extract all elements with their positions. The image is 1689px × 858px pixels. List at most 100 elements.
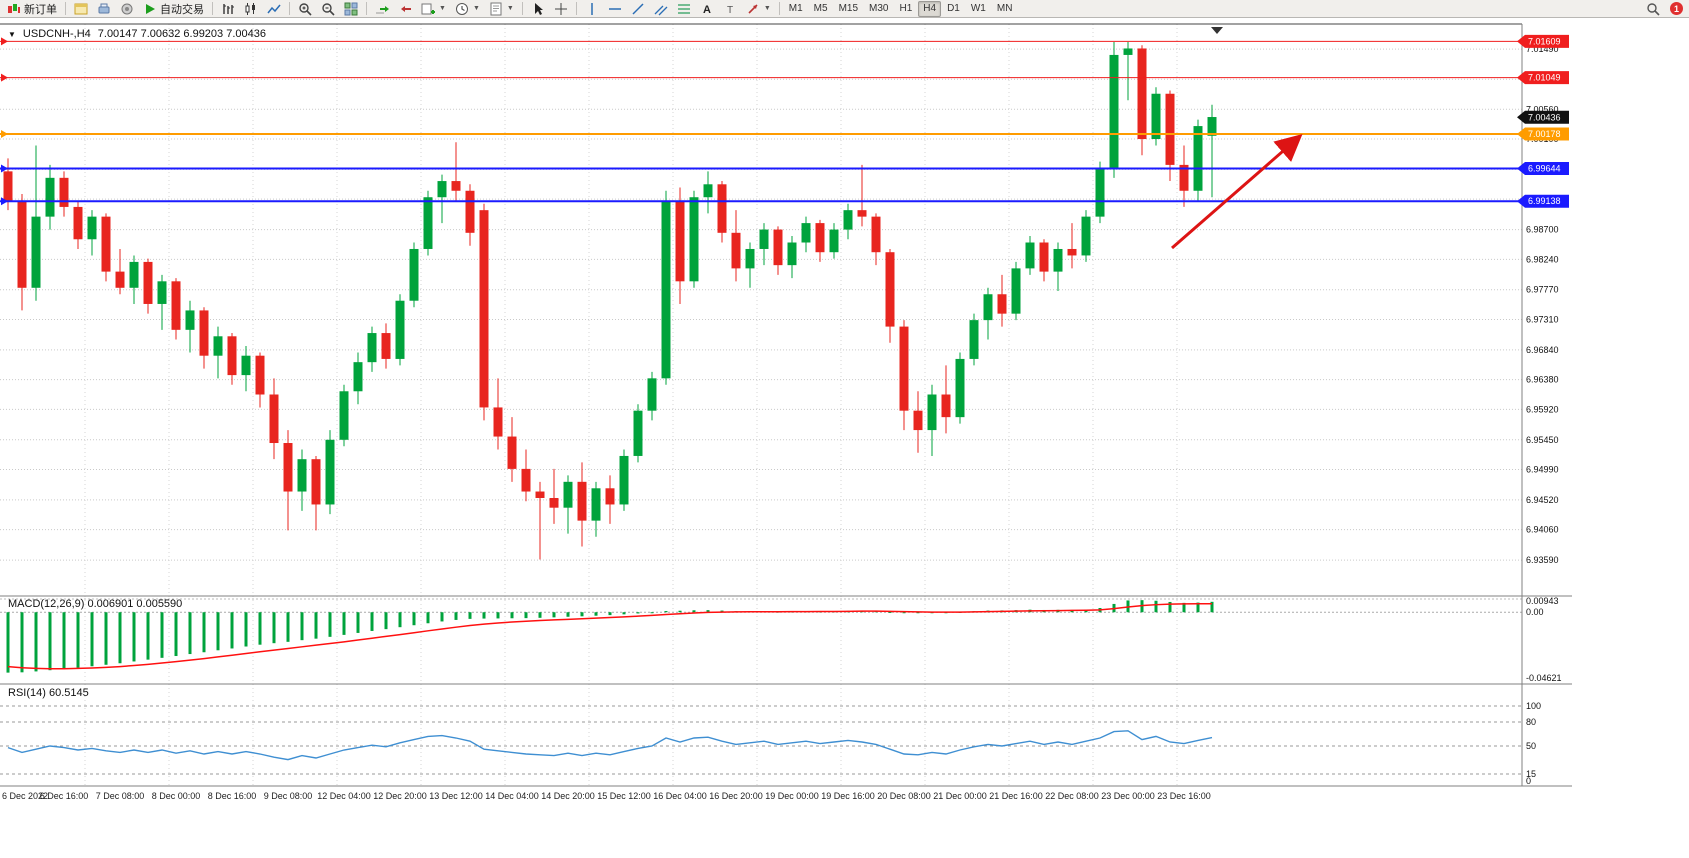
chart-dropdown-arrow-icon[interactable]: ▼ xyxy=(8,29,16,39)
time-label: 6 Dec 16:00 xyxy=(40,791,89,801)
candle xyxy=(339,384,349,447)
trend-arrow-annotation[interactable] xyxy=(1171,134,1303,250)
auto-trading-button[interactable]: 自动交易 xyxy=(139,0,208,18)
templates-button[interactable]: ▼ xyxy=(485,0,518,18)
macd-histogram-bar xyxy=(216,612,220,651)
macd-histogram-bar xyxy=(76,612,80,668)
bars-icon xyxy=(223,3,234,14)
svg-text:-0.04621: -0.04621 xyxy=(1526,673,1562,683)
timeframe-H4[interactable]: H4 xyxy=(918,0,942,17)
channel-button[interactable] xyxy=(650,0,672,18)
search-button[interactable] xyxy=(1642,0,1664,18)
tile-icon xyxy=(344,2,358,15)
auto-scroll-button[interactable] xyxy=(371,0,393,18)
svg-text:7.01609: 7.01609 xyxy=(1528,36,1561,46)
candle xyxy=(283,430,293,531)
chevron-down-icon: ▼ xyxy=(439,5,446,12)
zoom-in-button[interactable] xyxy=(294,0,316,18)
horizontal-line-button[interactable] xyxy=(604,0,626,18)
candle xyxy=(255,352,265,408)
chart-shift-button[interactable] xyxy=(394,0,416,18)
charts-window-button[interactable] xyxy=(70,0,92,18)
crosshair-button[interactable] xyxy=(550,0,572,18)
candles-layer xyxy=(3,42,1217,560)
clock-icon xyxy=(455,2,468,15)
candle xyxy=(325,430,335,515)
time-label: 12 Dec 04:00 xyxy=(317,791,371,801)
timeframe-W1[interactable]: W1 xyxy=(970,3,986,14)
toolbar-separator xyxy=(575,2,577,15)
candle xyxy=(213,326,223,379)
macd-histogram-bar xyxy=(132,612,136,662)
candle xyxy=(1039,239,1049,282)
macd-histogram-bar xyxy=(188,612,192,655)
time-label: 21 Dec 00:00 xyxy=(933,791,987,801)
text-label-button[interactable]: T xyxy=(719,0,741,18)
profiles-button[interactable]: ▼ xyxy=(451,0,484,18)
timeframe-M30[interactable]: M30 xyxy=(869,3,889,14)
price-axis-labels: 7.014907.005607.001006.987006.982406.977… xyxy=(1526,44,1559,565)
shift-icon xyxy=(401,5,411,12)
macd-histogram-bar xyxy=(678,610,682,613)
line-chart-button[interactable] xyxy=(263,0,285,18)
chevron-down-icon: ▼ xyxy=(763,5,771,12)
time-label: 23 Dec 16:00 xyxy=(1157,791,1211,801)
macd-histogram-bar xyxy=(314,612,318,639)
candle xyxy=(87,210,97,256)
hline-price-badge: 7.01049 xyxy=(1517,71,1569,85)
toolbar-separator xyxy=(65,2,66,15)
candle xyxy=(73,200,83,249)
svg-text:6.96380: 6.96380 xyxy=(1526,375,1559,385)
candle xyxy=(647,371,657,421)
time-label: 6 Dec 2022 xyxy=(2,791,48,801)
chevron-down-icon: ▼ xyxy=(472,5,480,12)
toolbar-separator xyxy=(521,2,523,15)
bar-chart-button[interactable] xyxy=(217,0,239,18)
macd-histogram-bar xyxy=(398,612,402,628)
trendline-button[interactable] xyxy=(627,0,649,18)
hline-left-marker xyxy=(1,164,8,173)
fibonacci-button[interactable] xyxy=(673,0,695,18)
arrows-button[interactable]: ▼ xyxy=(742,0,775,18)
candle xyxy=(605,475,615,524)
toolbar-separator xyxy=(778,2,780,15)
timeframe-D1[interactable]: D1 xyxy=(947,3,960,14)
macd-histogram-bar xyxy=(1168,601,1172,613)
cursor-button[interactable] xyxy=(527,0,549,18)
svg-text:6.94990: 6.94990 xyxy=(1526,465,1559,475)
candle xyxy=(689,190,699,288)
svg-text:7.00178: 7.00178 xyxy=(1528,129,1561,139)
channel-icon xyxy=(654,5,668,15)
new-order-button[interactable]: 新订单 xyxy=(3,0,61,18)
timeframe-MN[interactable]: MN xyxy=(996,3,1013,14)
macd-histogram-bar xyxy=(328,612,332,637)
timeframe-M15[interactable]: M15 xyxy=(838,3,859,14)
vertical-line-button[interactable] xyxy=(581,0,603,18)
chart-shift-marker[interactable] xyxy=(1211,27,1223,34)
candle xyxy=(129,255,139,304)
macd-histogram-bar xyxy=(342,612,346,635)
time-label: 8 Dec 00:00 xyxy=(152,791,201,801)
navigator-button[interactable] xyxy=(116,0,138,18)
notifications-badge[interactable]: 1 xyxy=(1670,2,1683,15)
macd-histogram-bar xyxy=(1210,601,1214,613)
zoom-out-button[interactable] xyxy=(317,0,339,18)
svg-text:15: 15 xyxy=(1526,769,1536,779)
timeframe-H1[interactable]: H1 xyxy=(899,3,913,14)
text-button[interactable]: A xyxy=(696,0,718,18)
candle xyxy=(1095,161,1105,224)
candle xyxy=(703,171,713,214)
tile-windows-button[interactable] xyxy=(340,0,362,18)
hline-left-marker xyxy=(1,197,8,206)
macd-histogram-bar xyxy=(440,612,444,622)
hline-left-marker xyxy=(1,73,8,82)
new-chart-button[interactable]: ▼ xyxy=(417,0,450,18)
hline-left-marker xyxy=(1,129,8,138)
label-icon: T xyxy=(727,5,733,16)
timeframe-M1[interactable]: M1 xyxy=(788,3,803,14)
timeframe-M5[interactable]: M5 xyxy=(813,3,828,14)
print-button[interactable] xyxy=(93,0,115,18)
svg-text:6.96840: 6.96840 xyxy=(1526,345,1559,355)
candle-chart-button[interactable] xyxy=(240,0,262,18)
